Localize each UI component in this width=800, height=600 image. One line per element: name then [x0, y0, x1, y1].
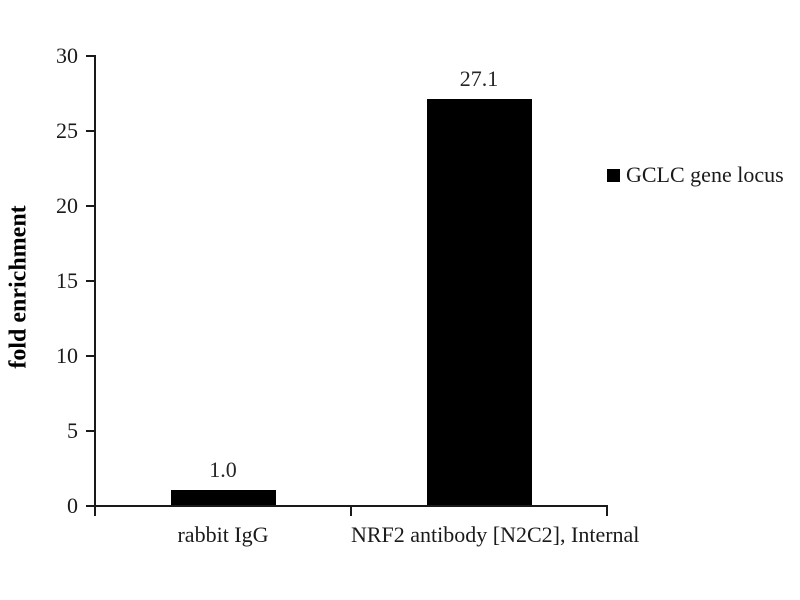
y-tick-label: 0 — [67, 493, 78, 518]
y-tick-label: 15 — [56, 268, 78, 293]
y-axis-title: fold enrichment — [5, 205, 32, 369]
y-tick-label: 10 — [56, 343, 78, 368]
y-tick-mark — [86, 205, 95, 207]
bar-value-label: 1.0 — [209, 457, 237, 482]
x-category-label: rabbit IgG — [177, 522, 269, 547]
bar-value-label: 27.1 — [459, 65, 499, 91]
y-axis-line — [94, 55, 96, 516]
x-tick-mark — [350, 505, 352, 516]
bar — [426, 98, 532, 505]
x-category-label: NRF2 antibody [N2C2], Internal — [351, 522, 640, 547]
y-tick-mark — [86, 505, 95, 507]
y-tick-label: 5 — [67, 418, 78, 443]
y-tick-label: 20 — [56, 193, 78, 218]
legend: GCLC gene locus — [607, 163, 784, 187]
x-tick-mark — [606, 505, 608, 516]
x-axis-line — [95, 505, 607, 507]
y-tick-mark — [86, 280, 95, 282]
legend-square-marker-icon — [607, 168, 620, 182]
y-tick-label: 30 — [56, 43, 78, 68]
bar — [170, 490, 276, 505]
y-tick-mark — [86, 355, 95, 357]
y-tick-mark — [86, 55, 95, 57]
y-tick-label: 25 — [56, 118, 78, 143]
y-tick-mark — [86, 430, 95, 432]
y-tick-mark — [86, 130, 95, 132]
legend-label: GCLC gene locus — [626, 162, 784, 187]
